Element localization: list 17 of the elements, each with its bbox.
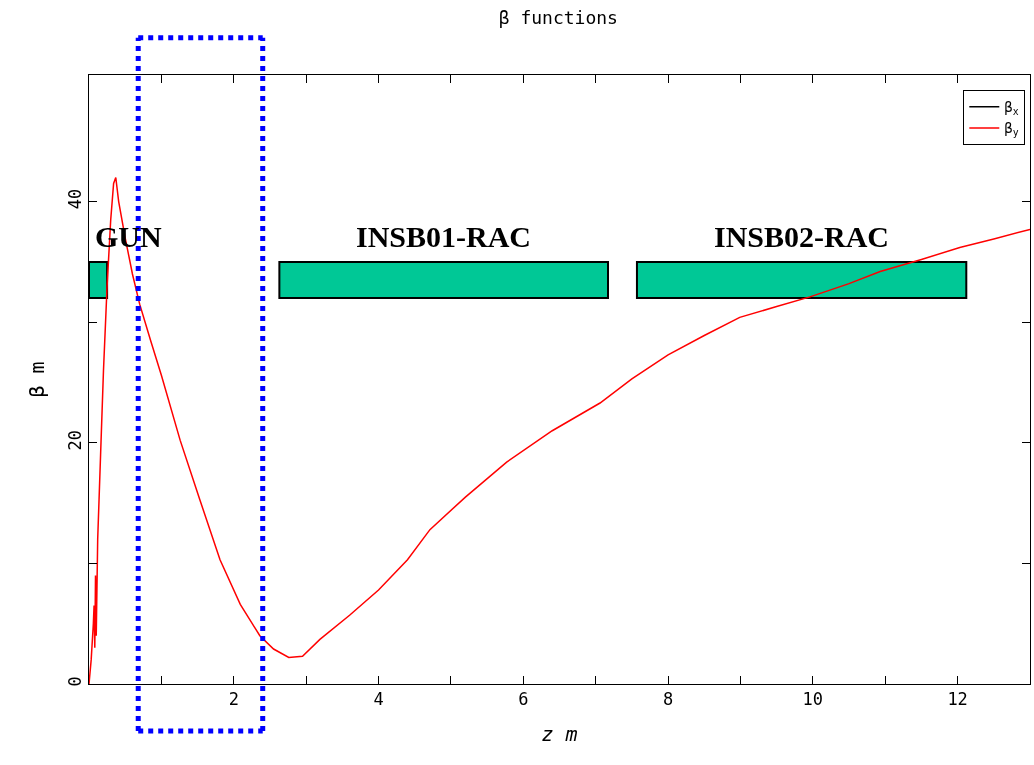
y-axis-title: β m <box>24 361 49 398</box>
x-axis-title: z m <box>541 721 578 746</box>
legend-label: β$_{x}$ <box>1004 99 1019 118</box>
band-label: INSB01-RAC <box>356 220 532 253</box>
band-label: INSB02-RAC <box>714 220 890 253</box>
x-tick-label: 10 <box>802 689 824 710</box>
chart-title: β functions <box>498 7 618 29</box>
x-tick-label: 12 <box>947 689 968 710</box>
x-tick-label: 6 <box>518 689 529 710</box>
y-tick-label: 40 <box>65 188 86 210</box>
x-tick-label: 2 <box>228 689 239 710</box>
x-tick-label: 8 <box>662 689 674 710</box>
line-series <box>89 176 1030 684</box>
legend-label: β$_{y}$ <box>1004 120 1019 139</box>
x-tick-label: 4 <box>373 689 384 710</box>
y-tick-label: 20 <box>65 430 86 451</box>
y-tick-label: 0 <box>65 676 86 687</box>
